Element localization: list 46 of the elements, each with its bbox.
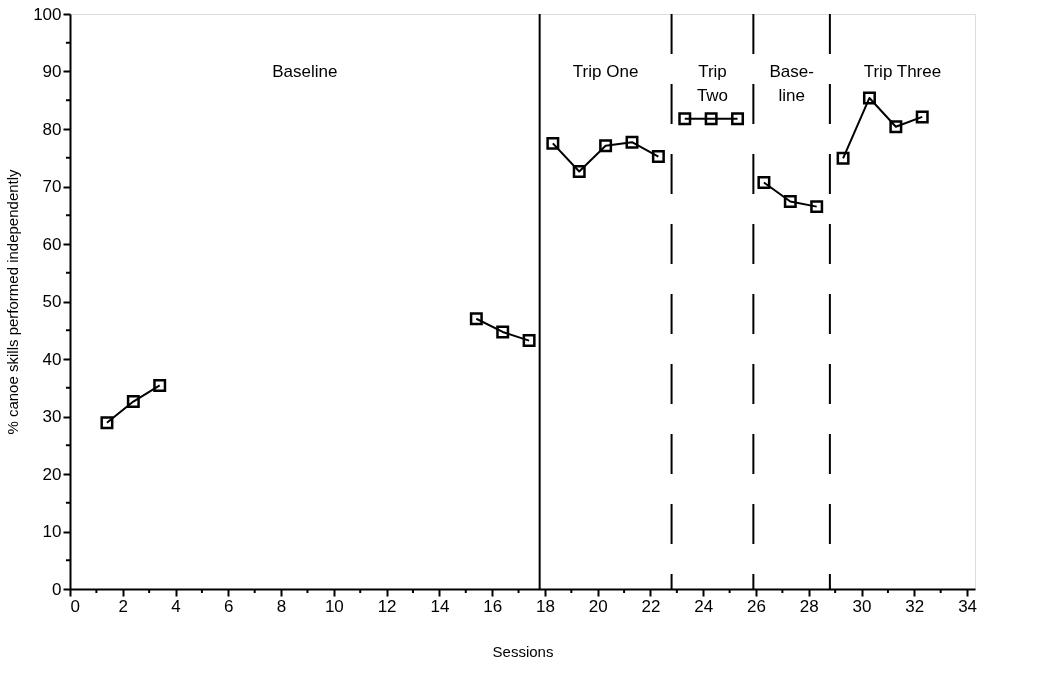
x-tick-label: 26 [747, 596, 766, 616]
point [153, 378, 167, 392]
x-tick-label: 12 [377, 596, 397, 616]
y-tick-label: 60 [42, 234, 62, 254]
annotation: Base- line [769, 62, 814, 105]
point [836, 151, 850, 165]
y-tick-label: 10 [42, 522, 62, 541]
x-tick-label: 10 [324, 596, 344, 616]
annotation: Trip Three [863, 62, 942, 81]
x-tick-label: 34 [958, 596, 978, 616]
point [126, 395, 140, 409]
x-tick-label: 14 [430, 596, 450, 616]
x-tick-label: 0 [70, 596, 80, 616]
x-tick-label: 20 [588, 596, 608, 616]
point [731, 112, 745, 126]
point [704, 112, 718, 126]
y-tick-label: 100 [33, 4, 62, 24]
annotation: Trip One [572, 62, 639, 81]
y-tick-label: 40 [42, 349, 62, 369]
y-tick-label: 50 [42, 292, 62, 311]
x-tick-label: 22 [641, 596, 661, 616]
x-tick-label: 30 [852, 596, 872, 616]
point [678, 112, 692, 126]
annotation: Trip Two [696, 62, 729, 105]
x-tick-label: 28 [799, 596, 819, 616]
x-tick-label: 24 [694, 596, 714, 616]
x-tick-label: 32 [905, 596, 925, 616]
y-axis-title: % canoe skills performed independently [4, 168, 22, 435]
y-tick-label: 20 [42, 464, 62, 484]
point [100, 416, 114, 430]
point [889, 120, 903, 134]
y-tick-label: 70 [42, 177, 62, 196]
y-tick-label: 90 [42, 62, 62, 81]
x-tick-label: 6 [224, 596, 234, 616]
y-tick-label: 0 [52, 579, 62, 599]
x-tick-label: 18 [535, 596, 555, 616]
x-tick-label: 2 [118, 596, 128, 616]
y-tick-label: 30 [42, 407, 62, 426]
x-tick-label: 4 [171, 596, 181, 616]
point [862, 91, 876, 105]
x-axis-title: Sessions [492, 642, 554, 660]
point [915, 110, 929, 124]
annotation: Baseline [272, 62, 338, 81]
x-tick-label: 8 [276, 596, 287, 616]
x-tick-label: 16 [483, 596, 503, 616]
y-tick-label: 80 [42, 119, 62, 139]
